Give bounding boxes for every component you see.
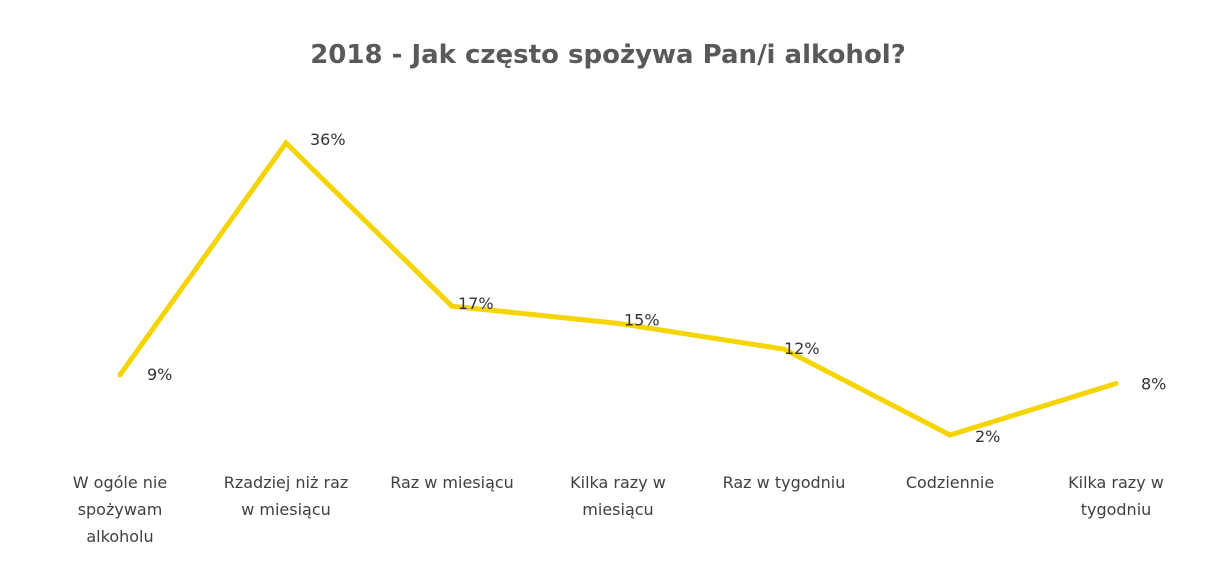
- data-point: [615, 320, 621, 326]
- data-label: 9%: [147, 365, 172, 384]
- category-label: Raz w tygodniu: [723, 473, 846, 492]
- data-labels: 9% 36% 17% 15% 12% 2% 8%: [147, 130, 1166, 446]
- chart-title: 2018 - Jak często spożywa Pan/i alkohol?: [310, 40, 906, 70]
- data-label: 17%: [458, 294, 494, 313]
- data-label: 2%: [975, 427, 1000, 446]
- category-label: Kilka razy w miesiącu: [570, 473, 666, 519]
- data-point: [283, 140, 289, 146]
- data-label: 15%: [624, 310, 660, 329]
- data-point: [117, 372, 123, 378]
- series-line: [117, 139, 1117, 438]
- category-label: Rzadziej niż raz w miesiącu: [224, 473, 349, 519]
- data-label: 12%: [784, 339, 820, 358]
- category-label: Kilka razy w tygodniu: [1068, 473, 1164, 519]
- data-point: [947, 432, 953, 438]
- data-point: [449, 303, 455, 309]
- data-point: [781, 346, 787, 352]
- series-layer: [117, 139, 1119, 438]
- category-label: Codziennie: [906, 473, 994, 492]
- category-label: W ogóle nie spożywam alkoholu: [73, 473, 167, 546]
- data-label: 8%: [1141, 374, 1166, 393]
- data-label: 36%: [310, 130, 346, 149]
- data-point: [1113, 380, 1119, 386]
- category-label: Raz w miesiącu: [390, 473, 514, 492]
- category-axis-labels: W ogóle nie spożywam alkoholu Rzadziej niż …: [73, 473, 1164, 546]
